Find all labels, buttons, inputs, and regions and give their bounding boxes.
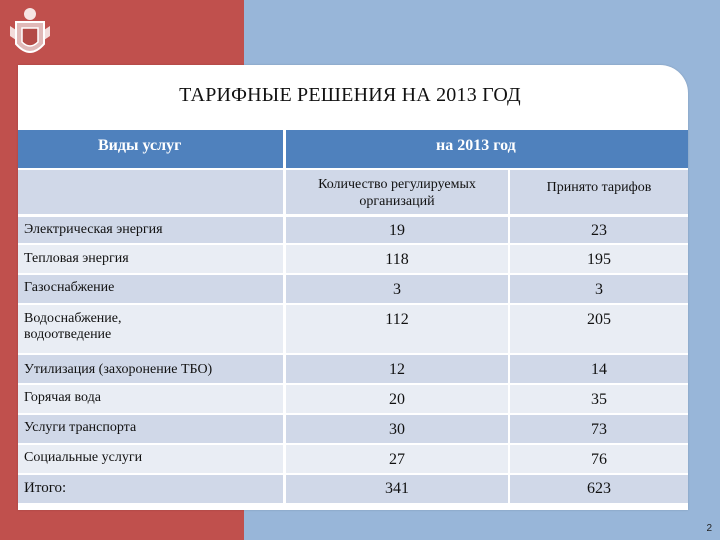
row-tariffs: 73 [591,421,607,438]
row-tariffs: 14 [591,361,607,378]
row-tariffs: 76 [591,451,607,468]
row-tariffs: 3 [595,281,603,298]
header-services: Виды услуг [18,130,283,168]
row-label: Утилизация (захоронение ТБО) [24,362,213,377]
row-label: Электрическая энергия [24,222,163,237]
table-row-total: Итого: 341 623 [18,475,688,503]
row-label: Водоснабжение, водоотведение [24,311,122,342]
subheader-orgs: Количество регулируемых организаций [286,170,508,214]
subheader-orgs-label: Количество регулируемых организаций [318,177,476,209]
row-label: Социальные услуги [24,450,143,465]
header-year-label: на 2013 год [436,137,516,154]
page-number: 2 [706,523,712,534]
coat-of-arms-icon [10,8,50,53]
table-row: Утилизация (захоронение ТБО) 12 14 [18,355,688,383]
row-tariffs: 205 [587,311,611,328]
table-row: Электрическая энергия 19 23 [18,217,688,243]
row-orgs: 341 [385,480,409,497]
row-tariffs: 195 [587,251,611,268]
row-orgs: 30 [389,421,405,438]
header-year: на 2013 год [286,130,688,168]
row-tariffs: 35 [591,391,607,408]
row-tariffs: 623 [587,480,611,497]
row-orgs: 20 [389,391,405,408]
row-orgs: 19 [389,222,405,239]
table-row: Водоснабжение, водоотведение 112 205 [18,305,688,353]
row-orgs: 112 [385,311,409,328]
subheader-empty-cell [18,170,283,214]
header-services-label: Виды услуг [98,137,182,154]
table-row: Тепловая энергия 118 195 [18,245,688,273]
page-title: ТАРИФНЫЕ РЕШЕНИЯ НА 2013 ГОД [179,84,521,106]
row-label: Тепловая энергия [24,251,129,266]
row-orgs: 27 [389,451,405,468]
row-label: Услуги транспорта [24,420,137,435]
table-row: Газоснабжение 3 3 [18,275,688,303]
row-label: Горячая вода [24,390,101,405]
subheader-tariffs: Принято тарифов [510,170,688,214]
row-orgs: 12 [389,361,405,378]
row-tariffs: 23 [591,222,607,239]
row-orgs: 118 [385,251,409,268]
row-orgs: 3 [393,281,401,298]
row-label: Итого: [24,480,67,496]
table-row: Социальные услуги 27 76 [18,445,688,473]
row-label: Газоснабжение [24,280,115,295]
table-row: Услуги транспорта 30 73 [18,415,688,443]
subheader-tariffs-label: Принято тарифов [546,180,652,195]
table-row: Горячая вода 20 35 [18,385,688,413]
